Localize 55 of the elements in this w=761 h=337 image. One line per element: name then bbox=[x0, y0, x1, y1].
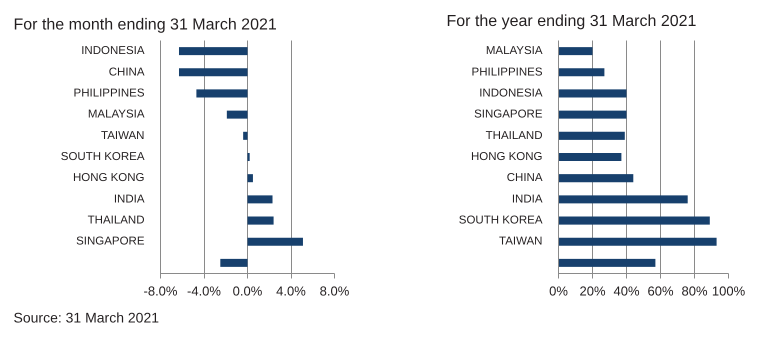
bar bbox=[248, 174, 253, 182]
y-tick-label: INDIA bbox=[114, 193, 145, 206]
bar bbox=[558, 68, 604, 76]
y-tick-label: SINGAPORE bbox=[76, 236, 145, 248]
source-note: Source: 31 March 2021 bbox=[14, 310, 160, 326]
y-tick-label: SOUTH KOREA bbox=[60, 151, 145, 163]
y-tick-label: MALAYSIA bbox=[88, 108, 145, 121]
y-tick-label: INDONESIA bbox=[479, 87, 543, 100]
bar bbox=[178, 47, 248, 56]
bar bbox=[248, 216, 274, 225]
y-tick-label: SINGAPORE bbox=[474, 108, 543, 121]
bar bbox=[558, 195, 688, 204]
bar bbox=[558, 258, 656, 267]
bar bbox=[558, 89, 626, 98]
y-tick-label: CHINA bbox=[506, 172, 543, 184]
y-tick-label: CHINA bbox=[108, 66, 145, 78]
x-tick-label: -4.0% bbox=[187, 284, 222, 298]
bar bbox=[243, 132, 248, 140]
y-tick-label: THAILAND bbox=[486, 130, 543, 142]
chart-title: For the month ending 31 March 2021 bbox=[14, 16, 277, 34]
x-tick-label: 20% bbox=[579, 284, 606, 298]
x-tick-label: 8.0% bbox=[320, 284, 350, 298]
y-tick-label: INDONESIA bbox=[81, 45, 145, 58]
bar bbox=[558, 132, 625, 140]
bar bbox=[558, 152, 622, 162]
bar bbox=[248, 238, 303, 246]
chart-title: For the year ending 31 March 2021 bbox=[446, 13, 697, 30]
y-tick-label: INDIA bbox=[512, 193, 543, 206]
y-tick-label: HONG KONG bbox=[470, 151, 543, 163]
y-tick-label: MALAYSIA bbox=[486, 45, 543, 58]
y-tick-label: PHILIPPINES bbox=[74, 87, 145, 100]
y-tick-label: HONG KONG bbox=[72, 172, 145, 184]
bar bbox=[220, 258, 248, 267]
y-tick-label: SOUTH KOREA bbox=[458, 214, 543, 227]
bar bbox=[558, 216, 710, 225]
x-tick-label: 0.0% bbox=[232, 284, 263, 298]
y-tick-label: THAILAND bbox=[88, 214, 145, 227]
bar bbox=[226, 110, 248, 119]
y-tick-label: PHILIPPINES bbox=[472, 66, 543, 78]
bar bbox=[248, 195, 273, 204]
bar bbox=[558, 238, 717, 246]
x-tick-label: 80% bbox=[681, 284, 708, 298]
bar bbox=[558, 174, 634, 182]
y-tick-label: TAIWAN bbox=[101, 130, 145, 142]
x-tick-label: 40% bbox=[613, 284, 640, 298]
bar bbox=[558, 47, 592, 56]
bar bbox=[558, 110, 626, 119]
bar bbox=[196, 89, 248, 98]
x-tick-label: -8.0% bbox=[144, 284, 178, 298]
x-tick-label: 0% bbox=[549, 284, 568, 298]
x-tick-label: 100% bbox=[712, 284, 746, 298]
bar bbox=[178, 68, 248, 76]
x-tick-label: 60% bbox=[647, 284, 674, 298]
x-tick-label: 4.0% bbox=[276, 284, 306, 298]
y-tick-label: TAIWAN bbox=[499, 236, 543, 248]
